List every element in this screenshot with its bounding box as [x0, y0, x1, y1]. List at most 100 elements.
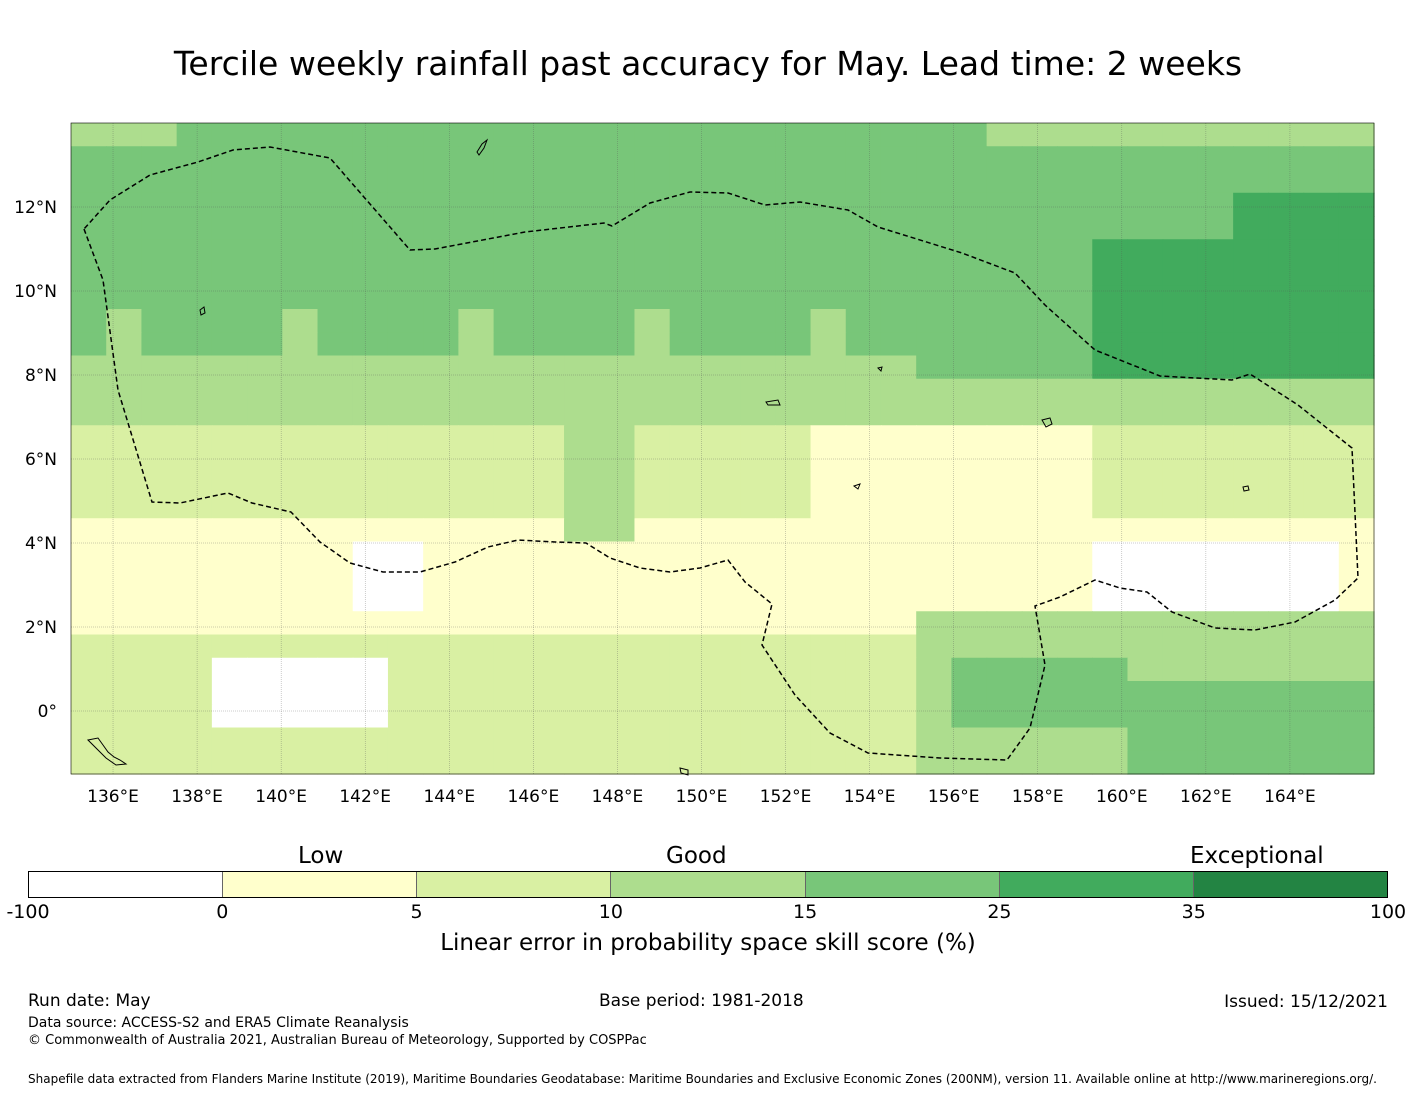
skill-cell [1127, 355, 1164, 380]
skill-cell [951, 657, 988, 682]
skill-cell [634, 192, 671, 217]
skill-cell [634, 309, 671, 333]
skill-cell [634, 541, 671, 566]
skill-cell [1268, 332, 1305, 357]
skill-cell [1021, 634, 1058, 659]
skill-cell [1268, 541, 1305, 566]
skill-cell [810, 564, 847, 589]
skill-cell [880, 564, 917, 589]
skill-cell [1233, 448, 1269, 473]
skill-cell [951, 588, 988, 612]
skill-cell [423, 285, 459, 310]
skill-cell [1197, 378, 1234, 403]
skill-cell [1057, 681, 1093, 705]
longitude-tick-label: 146°E [508, 787, 560, 807]
skill-cell [1197, 425, 1234, 450]
skill-cell [1021, 146, 1058, 171]
skill-cell [1197, 541, 1234, 566]
skill-cell [211, 681, 248, 705]
skill-cell [564, 425, 600, 450]
skill-cell [1303, 588, 1340, 612]
skill-cell [916, 495, 953, 519]
skill-cell [1233, 355, 1269, 380]
skill-cell [740, 657, 776, 682]
skill-cell [282, 518, 319, 543]
skill-cell [176, 681, 213, 705]
skill-cell [352, 402, 389, 426]
skill-cell [810, 402, 847, 426]
skill-cell [775, 123, 812, 147]
skill-cell [740, 309, 776, 333]
skill-cell [423, 216, 459, 240]
skill-cell [775, 332, 812, 357]
skill-cell [704, 471, 741, 496]
skill-cell [704, 285, 741, 310]
skill-cell [916, 564, 953, 589]
skill-cell [986, 448, 1023, 473]
skill-cell [951, 541, 988, 566]
skill-cell [493, 355, 530, 380]
skill-cell [71, 192, 107, 217]
skill-cell [1162, 611, 1199, 636]
skill-cell [423, 588, 459, 612]
skill-cell [775, 541, 812, 566]
skill-cell [1233, 425, 1269, 450]
skill-cell [1092, 681, 1129, 705]
skill-cell [810, 727, 847, 752]
skill-cell [387, 309, 424, 333]
skill-cell [458, 704, 495, 729]
skill-cell [951, 750, 988, 775]
skill-cell [1197, 169, 1234, 194]
skill-cell [599, 425, 636, 450]
skill-cell [352, 332, 389, 357]
skill-cell [810, 239, 847, 264]
skill-cell [1162, 657, 1199, 682]
skill-cell [704, 146, 741, 171]
skill-cell [775, 355, 812, 380]
skill-cell [1162, 448, 1199, 473]
skill-cell [247, 285, 283, 310]
skill-cell [352, 146, 389, 171]
skill-cell [458, 634, 495, 659]
skill-cell [740, 123, 776, 147]
skill-cell [141, 402, 178, 426]
skill-cell [916, 611, 953, 636]
skill-cell [740, 634, 776, 659]
island-atoll-3 [877, 366, 883, 372]
skill-cell [880, 262, 917, 287]
skill-cell [176, 611, 213, 636]
latitude-tick-label: 8°N [25, 366, 57, 386]
skill-cell [1021, 541, 1058, 566]
skill-cell [317, 239, 354, 264]
skill-cell [106, 216, 143, 240]
skill-cell [352, 681, 389, 705]
skill-cell [1021, 355, 1058, 380]
skill-cell [1197, 564, 1234, 589]
skill-cell [986, 750, 1023, 775]
skill-cell [282, 216, 319, 240]
skill-cell [669, 216, 706, 240]
skill-cell [1092, 750, 1129, 775]
skill-cell [951, 123, 988, 147]
skill-cell [493, 495, 530, 519]
skill-cell [1197, 727, 1234, 752]
skill-cell [458, 192, 495, 217]
skill-cell [1338, 309, 1375, 333]
skill-cell [740, 518, 776, 543]
skill-cell [634, 355, 671, 380]
skill-cell [986, 588, 1023, 612]
skill-cell [387, 727, 424, 752]
skill-cell [1268, 564, 1305, 589]
skill-cell [810, 123, 847, 147]
skill-cell [458, 750, 495, 775]
skill-cell [740, 750, 776, 775]
skill-cell [740, 564, 776, 589]
skill-cell [1303, 564, 1340, 589]
skill-cell [1303, 216, 1340, 240]
skill-cell [564, 216, 600, 240]
skill-cell [247, 750, 283, 775]
skill-cell [1021, 750, 1058, 775]
skill-cell [564, 750, 600, 775]
skill-cell [669, 495, 706, 519]
skill-cell [599, 495, 636, 519]
